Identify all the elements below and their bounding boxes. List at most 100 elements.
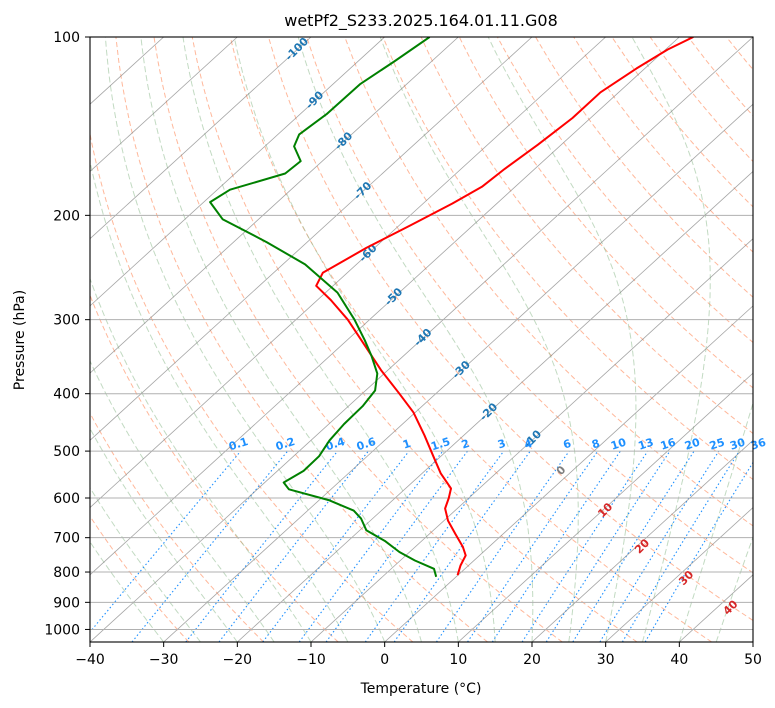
isotherm <box>531 439 753 642</box>
dewpoint-profile <box>209 37 438 578</box>
x-tick-label: 40 <box>670 652 688 668</box>
moist-adiabat <box>487 37 637 642</box>
isotherm <box>752 641 753 642</box>
isotherm <box>310 238 753 642</box>
y-axis-label: Pressure (hPa) <box>12 290 28 390</box>
dry-adiabat <box>306 37 753 574</box>
mixing-ratio-line <box>364 450 505 642</box>
mixing-ratio-label: 16 <box>659 436 678 453</box>
background-lines <box>90 37 775 642</box>
x-tick-label: 30 <box>597 652 615 668</box>
mixing-ratio-line <box>621 450 740 642</box>
dry-adiabat <box>573 37 753 253</box>
mixing-ratio-label: 1.5 <box>429 435 452 453</box>
x-tick-label: 10 <box>449 652 467 668</box>
moist-adiabat <box>140 37 422 642</box>
dry-adiabat <box>726 37 753 71</box>
mixing-ratio-line <box>185 450 339 642</box>
x-tick-label: 20 <box>523 652 541 668</box>
mixing-ratio-label: 20 <box>683 436 702 453</box>
x-tick-label: −20 <box>223 652 253 668</box>
isotherm <box>605 507 753 642</box>
x-axis: −40 −30 −20 −10 0 10 20 30 40 50 <box>75 642 762 668</box>
isotherm <box>90 37 238 172</box>
isotherm <box>90 37 533 441</box>
temperature-profile <box>315 37 694 576</box>
mixing-ratio-line <box>467 450 599 642</box>
y-tick-label: 200 <box>53 208 80 224</box>
dry-adiabat <box>268 37 753 622</box>
isotherm <box>90 37 459 374</box>
x-tick-label: −40 <box>75 652 105 668</box>
y-tick-label: 600 <box>53 491 80 507</box>
y-tick-label: 700 <box>53 531 80 547</box>
moist-adiabat <box>379 37 579 642</box>
dry-adiabat <box>649 37 753 163</box>
mixing-ratio-label: 8 <box>590 437 601 452</box>
mixing-ratio-label: 10 <box>609 436 628 453</box>
mixing-ratio-line <box>325 450 468 642</box>
isotherm <box>90 37 606 509</box>
mixing-ratio-line <box>491 450 621 642</box>
moist-adiabat <box>90 359 275 642</box>
x-tick-label: −10 <box>296 652 326 668</box>
y-tick-label: 900 <box>53 595 80 611</box>
moist-adiabat <box>678 401 753 642</box>
moist-adiabat <box>90 158 349 642</box>
mixing-ratio-line <box>545 450 671 642</box>
moist-adiabat <box>90 427 238 642</box>
moist-adiabat-label: 30 <box>676 568 696 588</box>
mixing-ratio-label: 3 <box>496 437 507 452</box>
dry-adiabat <box>229 37 712 642</box>
chart-title: wetPf2_S233.2025.164.01.11.G08 <box>284 11 558 31</box>
y-axis: 100 200 300 400 500 600 700 800 900 1000 <box>44 30 90 638</box>
y-tick-label: 100 <box>53 30 80 46</box>
dry-adiabat <box>153 37 563 642</box>
isotherm <box>90 37 753 642</box>
dry-adiabat <box>535 37 753 298</box>
mixing-ratio-label: 2 <box>460 437 471 452</box>
isotherm <box>237 170 753 642</box>
moist-adiabat <box>90 277 312 642</box>
isotherm <box>90 37 680 576</box>
mixing-ratio-label: 13 <box>637 436 656 453</box>
plot-frame <box>89 36 754 643</box>
mixing-ratio-label: 36 <box>749 436 768 453</box>
dry-adiabat <box>687 37 753 117</box>
moist-adiabat <box>233 37 496 642</box>
x-tick-label: 0 <box>380 652 389 668</box>
dry-adiabat <box>765 37 775 642</box>
mixing-ratio-label: 30 <box>728 436 747 453</box>
moist-adiabat-label: 20 <box>632 536 652 556</box>
mixing-ratio-line <box>131 450 289 642</box>
moist-adiabat <box>182 37 459 642</box>
dry-adiabat <box>90 515 190 642</box>
mixing-ratio-label: 25 <box>708 436 727 453</box>
line-labels: -100-90-80-70-60-50-40-30-20-100.1 0.2 0.4… <box>227 35 768 618</box>
mixing-ratio-line <box>262 450 410 642</box>
x-tick-label: −30 <box>149 652 179 668</box>
mixing-ratio-line <box>599 450 720 642</box>
mixing-ratio-line <box>521 450 649 642</box>
mixing-ratio-label: 0.6 <box>355 435 378 453</box>
dry-adiabat <box>115 37 488 642</box>
isotherm <box>384 305 753 642</box>
dry-adiabat <box>496 37 753 344</box>
moist-adiabat <box>104 37 386 642</box>
isotherm <box>90 37 385 307</box>
y-tick-label: 800 <box>53 565 80 581</box>
mixing-ratio-label: 4 <box>523 437 535 452</box>
dry-adiabat <box>420 37 753 435</box>
moist-adiabat <box>90 486 201 642</box>
isotherm <box>163 103 753 642</box>
y-tick-label: 300 <box>53 313 80 329</box>
mixing-ratio-line <box>572 450 695 642</box>
mixing-ratio-label: 0.1 <box>227 435 250 453</box>
x-axis-label: Temperature (°C) <box>360 681 482 697</box>
isotherm <box>90 37 312 240</box>
y-tick-label: 400 <box>53 387 80 403</box>
y-tick-label: 1000 <box>44 622 80 638</box>
moist-adiabat-label: 10 <box>595 500 615 520</box>
profiles <box>209 37 694 578</box>
